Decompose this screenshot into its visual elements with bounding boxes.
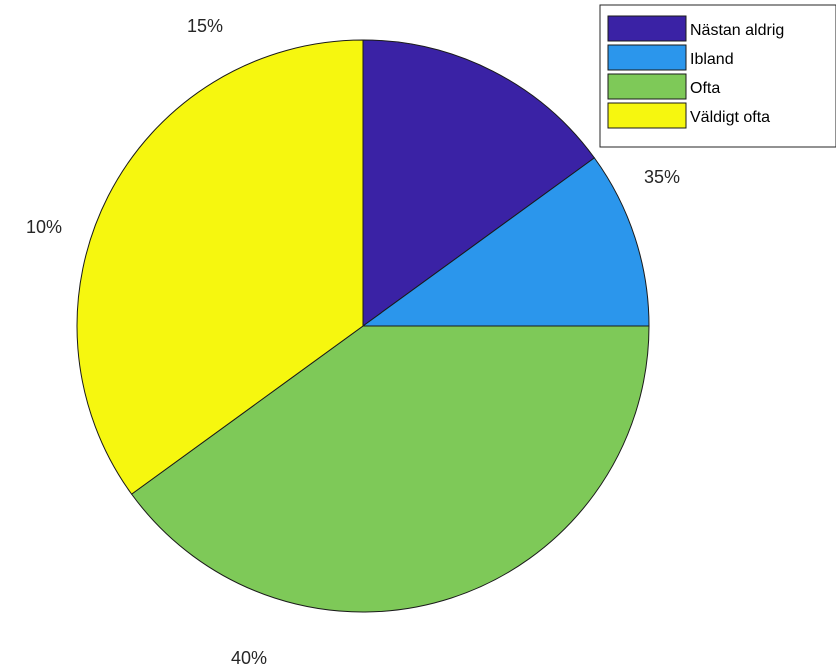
percentage-labels: 15% 10% 40% 35% bbox=[26, 16, 680, 668]
legend-label-2: Ibland bbox=[690, 51, 734, 68]
pct-label-4: 35% bbox=[644, 167, 680, 187]
legend-swatch-2 bbox=[607, 44, 687, 71]
legend-label-1: Nästan aldrig bbox=[690, 22, 784, 39]
pct-label-2: 10% bbox=[26, 217, 62, 237]
pie-slices bbox=[76, 39, 650, 613]
legend-swatch-1 bbox=[607, 15, 687, 42]
legend-label-3: Ofta bbox=[690, 80, 720, 97]
pie-slice-3 bbox=[130, 325, 650, 613]
pct-label-1: 15% bbox=[187, 16, 223, 36]
pie-slice-1 bbox=[362, 39, 596, 327]
pie-slice-4 bbox=[76, 39, 364, 495]
pct-label-3: 40% bbox=[231, 648, 267, 668]
legend: Nästan aldrig Ibland Ofta Väldigt ofta bbox=[599, 4, 836, 148]
legend-label-4: Väldigt ofta bbox=[690, 109, 770, 126]
pie-slice-2 bbox=[361, 157, 650, 327]
legend-items: Nästan aldrig Ibland Ofta Väldigt ofta bbox=[607, 15, 784, 129]
legend-swatch-4 bbox=[607, 102, 687, 129]
legend-swatch-3 bbox=[607, 73, 687, 100]
